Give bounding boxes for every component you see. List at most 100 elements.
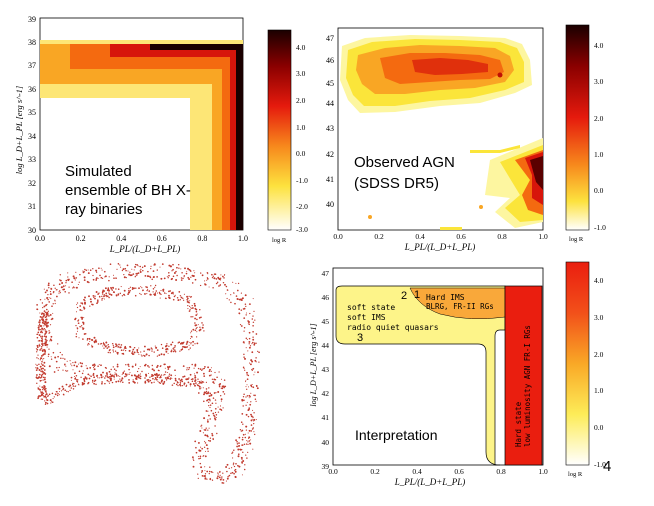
colorbar: 4.0 3.0 2.0 1.0 0.0 -1.0 -2.0 -3.0 log R — [267, 29, 308, 244]
scatter-dot — [44, 335, 46, 337]
colorbar-tick-label: 4.0 — [296, 43, 306, 52]
y-tick-label: 32 — [28, 179, 36, 188]
scatter-dot — [225, 466, 228, 468]
scatter-dot — [87, 269, 89, 271]
scatter-dot — [214, 411, 217, 414]
scatter-dot — [176, 274, 178, 277]
scatter-dot — [218, 371, 220, 373]
scatter-dot — [93, 368, 96, 371]
scatter-dot — [42, 315, 45, 318]
scatter-dot — [117, 293, 119, 295]
annotation-line: ensemble of BH X- — [65, 182, 191, 199]
scatter-dot — [222, 390, 225, 393]
scatter-dot — [248, 340, 251, 343]
scatter-dot — [187, 308, 189, 310]
scatter-dot — [204, 283, 207, 286]
scatter-dot — [207, 366, 210, 369]
y-axis-label: log L_D+L_PL [erg s^-1] — [14, 86, 24, 174]
scatter-dot — [47, 293, 49, 296]
scatter-dot — [42, 344, 44, 347]
x-tick-label: 0.0 — [328, 467, 338, 476]
scatter-dot — [174, 349, 176, 351]
scatter-dot — [124, 349, 127, 352]
scatter-dot — [156, 349, 159, 351]
scatter-dot — [209, 478, 212, 481]
scatter-dot — [53, 284, 55, 286]
scatter-dot — [51, 317, 54, 320]
y-tick-label: 41 — [326, 175, 334, 184]
scatter-dot — [87, 272, 90, 275]
scatter-dot — [69, 385, 72, 387]
scatter-dot — [38, 339, 41, 342]
scatter-dot — [58, 290, 61, 292]
scatter-dot — [147, 275, 150, 277]
scatter-dot — [36, 344, 39, 347]
scatter-dot — [226, 470, 228, 473]
colorbar: 4.0 3.0 2.0 1.0 0.0 -1.0 log R — [565, 261, 606, 478]
scatter-dot — [195, 382, 197, 384]
scatter-dot — [206, 399, 208, 402]
region-spot — [368, 215, 372, 219]
scatter-dot — [100, 373, 102, 376]
scatter-dot — [50, 402, 52, 404]
scatter-dot — [51, 392, 54, 395]
scatter-dot — [102, 290, 104, 293]
scatter-dot — [246, 378, 249, 381]
scatter-dot — [43, 353, 45, 355]
scatter-dot — [253, 394, 255, 396]
region-label: low luminosity AGN FR-I RGs — [523, 325, 532, 447]
scatter-dot — [38, 363, 40, 366]
scatter-dot — [178, 341, 180, 344]
scatter-dot — [108, 292, 110, 294]
scatter-dot — [204, 280, 206, 282]
scatter-dot — [42, 342, 44, 345]
scatter-dot — [251, 428, 254, 430]
scatter-dot — [223, 386, 225, 389]
scatter-dot — [131, 268, 133, 270]
scatter-dot — [37, 386, 39, 388]
scatter-dot — [42, 368, 45, 370]
scatter-dot — [62, 388, 64, 391]
scatter-dot — [213, 274, 215, 276]
scatter-dot — [196, 384, 198, 386]
scatter-dot — [244, 303, 247, 305]
scatter-dot — [253, 374, 255, 376]
scatter-dot — [190, 341, 192, 344]
scatter-dot — [74, 377, 77, 380]
panel-simulated: 0.0 0.2 0.4 0.6 0.8 1.0 30 31 32 33 34 3… — [14, 15, 308, 254]
scatter-dot — [108, 279, 110, 282]
scatter-dot — [101, 269, 103, 271]
scatter-dot — [71, 281, 73, 284]
scatter-dot — [44, 400, 46, 402]
scatter-dot — [44, 291, 47, 294]
scatter-dot — [244, 357, 246, 360]
scatter-dot — [258, 361, 260, 363]
scatter-dot — [77, 363, 80, 365]
scatter-dot — [173, 348, 175, 351]
scatter-dot — [44, 373, 47, 375]
scatter-dot — [192, 344, 194, 346]
scatter-dot — [44, 334, 46, 336]
scatter-dot — [70, 363, 72, 365]
colorbar-tick-label: 2.0 — [594, 114, 604, 123]
scatter-dot — [91, 345, 94, 348]
scatter-dot — [48, 315, 50, 317]
scatter-dot — [226, 289, 229, 291]
scatter-dot — [234, 302, 236, 305]
scatter-dot — [255, 419, 257, 421]
scatter-dot — [75, 286, 78, 289]
scatter-dot — [200, 466, 203, 469]
scatter-dot — [41, 337, 43, 340]
scatter-dot — [44, 395, 47, 398]
scatter-dot — [181, 385, 184, 387]
scatter-dot — [174, 345, 176, 347]
scatter-dot — [205, 410, 208, 412]
scatter-dot — [156, 269, 158, 271]
scatter-dot — [51, 401, 54, 404]
scatter-dot — [168, 290, 170, 293]
scatter-dot — [87, 342, 90, 345]
scatter-dot — [102, 297, 104, 299]
scatter-dot — [194, 374, 196, 377]
scatter-dot — [133, 287, 135, 290]
scatter-dot — [36, 346, 39, 349]
